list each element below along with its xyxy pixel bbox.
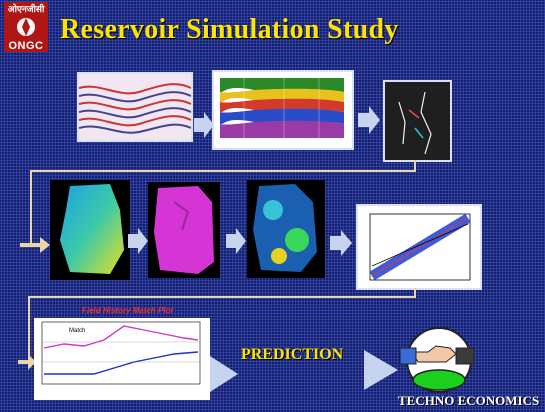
history-match-title: Field History Match Plot	[82, 306, 174, 315]
arrow-right-icon	[194, 112, 214, 138]
logo-hindi-text: ओएनजीसी	[7, 5, 45, 15]
arrow-right-icon	[358, 106, 380, 134]
logo-text: ONGC	[8, 40, 44, 52]
geological-model-image	[212, 70, 354, 150]
flow-connector	[414, 288, 416, 298]
permeability-map-image	[148, 182, 220, 278]
saturation-map-image	[247, 180, 325, 278]
fault-map-image	[383, 80, 452, 162]
flow-connector	[28, 296, 416, 298]
arrow-right-icon	[210, 356, 238, 392]
handshake-icon	[399, 327, 475, 393]
arrow-right-icon	[364, 350, 398, 390]
arrow-right-icon	[226, 228, 246, 254]
arrow-right-icon	[128, 228, 148, 254]
porosity-map-image	[50, 180, 130, 280]
history-match-legend: Match	[69, 328, 86, 334]
relative-permeability-plot-image	[356, 204, 482, 290]
arrow-right-icon	[330, 230, 352, 256]
flow-connector	[414, 160, 416, 172]
flow-connector	[28, 296, 30, 360]
slide-title: Reservoir Simulation Study	[60, 14, 399, 45]
seismic-section-image	[77, 72, 193, 142]
ongc-logo-icon: ओएनजीसी ONGC	[4, 2, 48, 52]
arrow-right-icon	[18, 354, 36, 370]
techno-economics-label: TECHNO ECONOMICS	[398, 393, 540, 408]
arrow-right-icon	[20, 237, 50, 253]
prediction-label: PREDICTION	[241, 346, 344, 363]
flow-connector	[30, 170, 416, 172]
history-match-plot-image	[34, 318, 210, 400]
flow-connector	[30, 170, 32, 246]
history-match-panel: Field History Match Plot Match	[34, 304, 210, 400]
